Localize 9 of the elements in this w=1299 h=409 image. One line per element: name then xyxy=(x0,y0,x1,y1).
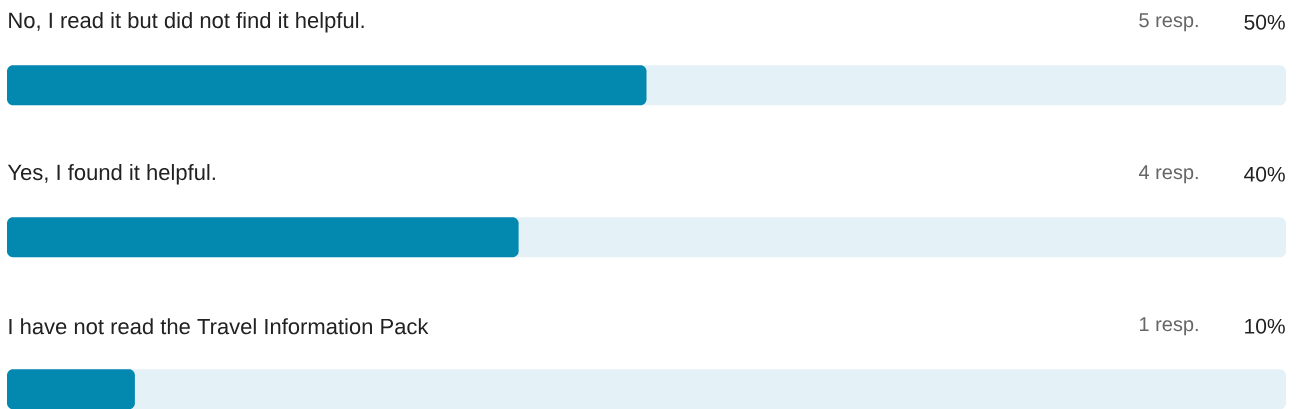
data-label: 40% xyxy=(1244,166,1285,182)
y-tick-label: I have not read the Travel Information Pack xyxy=(9,318,429,335)
data-label: 10% xyxy=(1245,318,1285,334)
annotation: 4 resp. xyxy=(1138,165,1198,184)
annotation: 1 resp. xyxy=(1140,317,1198,336)
y-tick-label: Yes, I found it helpful. xyxy=(7,163,215,185)
annotation: 5 resp. xyxy=(1139,13,1198,32)
y-tick-label: No, I read it but did not find it helpful. xyxy=(9,11,364,33)
data-label: 50% xyxy=(1244,14,1285,30)
